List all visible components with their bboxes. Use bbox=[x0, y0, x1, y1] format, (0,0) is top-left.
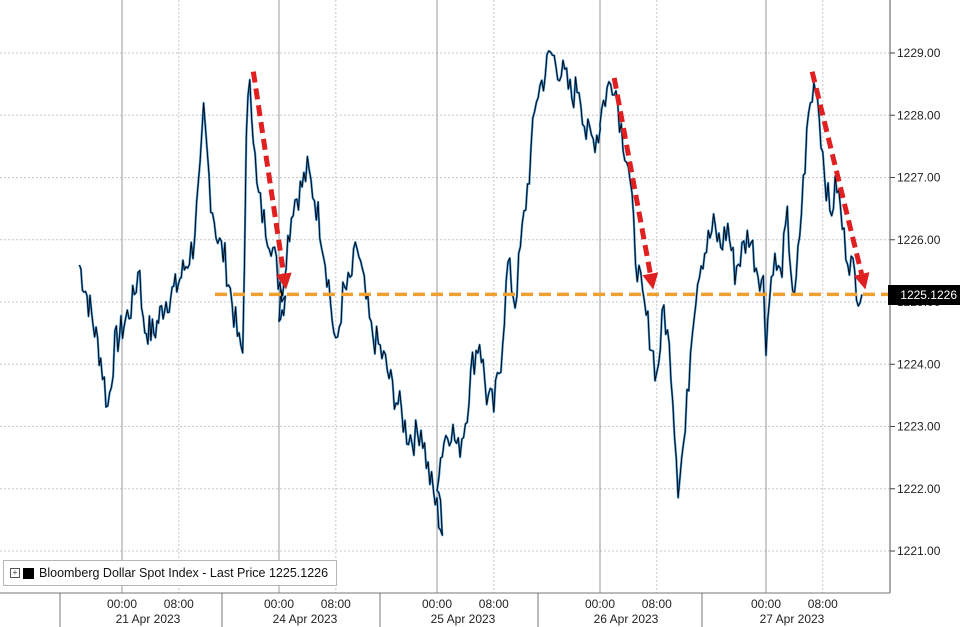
gridlines bbox=[0, 0, 890, 593]
session-dividers bbox=[59, 593, 703, 627]
y-tick-label: 1223.00 bbox=[897, 420, 941, 434]
y-tick-label: 1226.00 bbox=[897, 233, 941, 247]
price-series bbox=[78, 49, 863, 537]
y-tick-label: 1229.00 bbox=[897, 46, 941, 60]
legend-expand-icon[interactable]: + bbox=[10, 568, 20, 578]
x-hour-label: 08:00 bbox=[321, 597, 351, 611]
arrow-head bbox=[853, 272, 870, 290]
y-tick-label: 1224.00 bbox=[897, 357, 941, 371]
x-date-label: 24 Apr 2023 bbox=[273, 612, 338, 626]
arrow-head bbox=[642, 272, 659, 290]
arrow-head bbox=[275, 272, 292, 290]
x-hour-label: 00:00 bbox=[264, 597, 294, 611]
annotation-arrows bbox=[250, 71, 870, 290]
y-tick-label: 1222.00 bbox=[897, 482, 941, 496]
x-hour-label: 00:00 bbox=[422, 597, 452, 611]
x-hour-label: 08:00 bbox=[642, 597, 672, 611]
x-hour-label: 00:00 bbox=[107, 597, 137, 611]
x-hour-label: 00:00 bbox=[751, 597, 781, 611]
x-date-label: 21 Apr 2023 bbox=[116, 612, 181, 626]
arrow-shaft bbox=[611, 77, 653, 275]
y-tick-label: 1221.00 bbox=[897, 544, 941, 558]
x-date-label: 25 Apr 2023 bbox=[431, 612, 496, 626]
x-hour-label: 08:00 bbox=[808, 597, 838, 611]
legend-swatch bbox=[23, 567, 34, 579]
series-line bbox=[78, 50, 863, 536]
x-hour-label: 00:00 bbox=[585, 597, 615, 611]
x-date-label: 26 Apr 2023 bbox=[594, 612, 659, 626]
legend-label: Bloomberg Dollar Spot Index - Last Price… bbox=[39, 566, 329, 580]
y-tick-label: 1228.00 bbox=[897, 108, 941, 122]
x-hour-label: 08:00 bbox=[164, 597, 194, 611]
arrow-shaft bbox=[250, 71, 287, 275]
x-hour-label: 08:00 bbox=[479, 597, 509, 611]
x-date-label: 27 Apr 2023 bbox=[760, 612, 825, 626]
arrow-shaft bbox=[809, 71, 865, 275]
legend[interactable]: + Bloomberg Dollar Spot Index - Last Pri… bbox=[3, 560, 338, 586]
y-tick-label: 1227.00 bbox=[897, 171, 941, 185]
last-price-tag: 1225.1226 bbox=[888, 285, 960, 305]
